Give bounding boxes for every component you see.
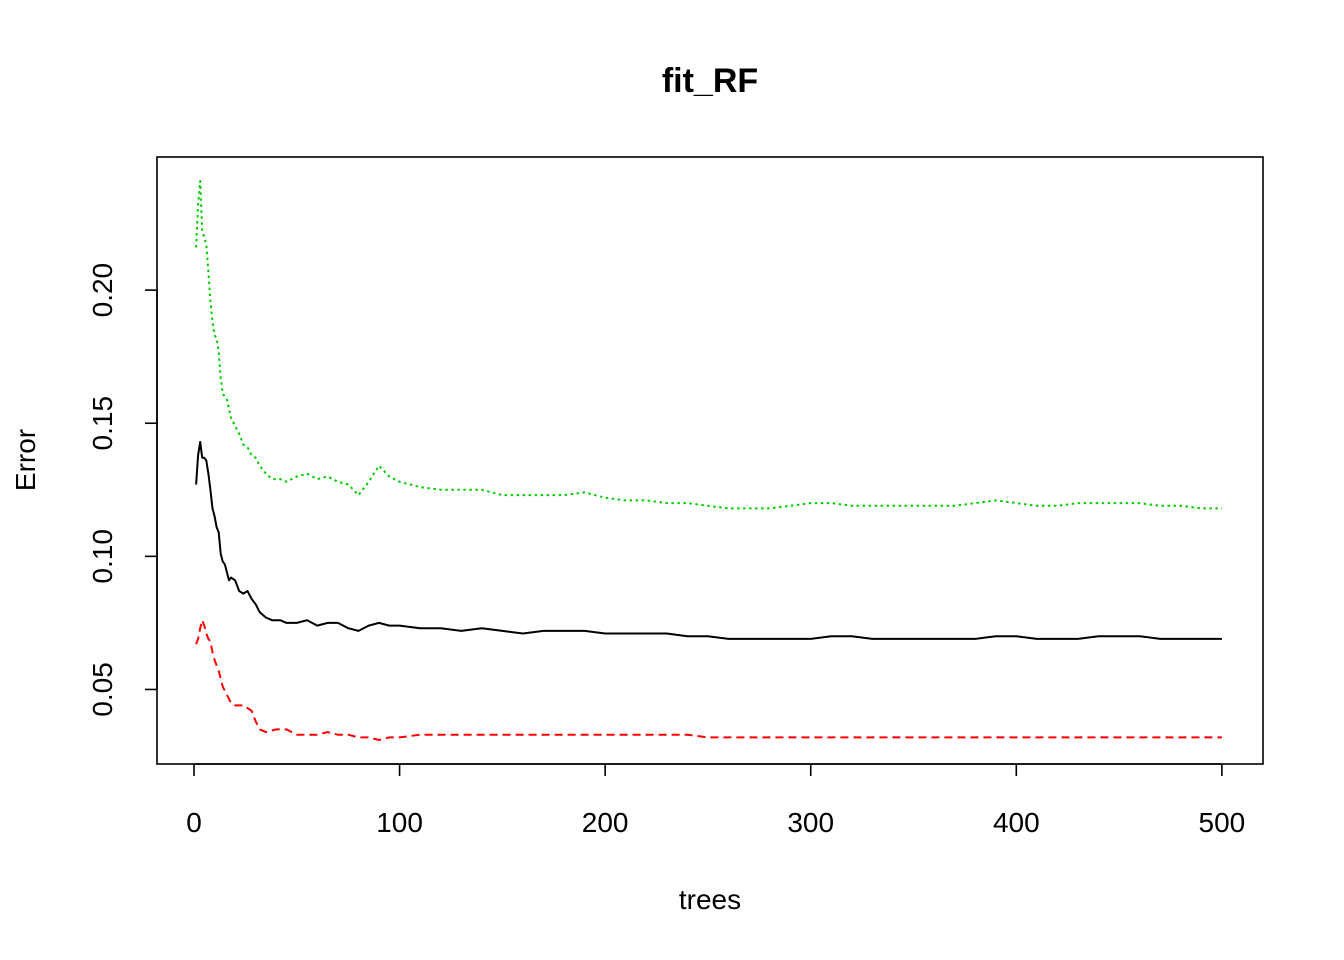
- x-tick-label: 300: [787, 807, 834, 838]
- x-axis: 0 100 200 300 400 500: [186, 763, 1246, 838]
- x-tick-label: 200: [582, 807, 629, 838]
- x-tick-label: 500: [1199, 807, 1246, 838]
- series-layer: [195, 180, 1222, 741]
- x-tick-label: 0: [186, 807, 202, 838]
- series-line-1: [195, 440, 1222, 640]
- series-line-3: [195, 180, 1222, 510]
- y-tick-label: 0.10: [87, 529, 118, 584]
- y-tick-label: 0.20: [87, 263, 118, 318]
- y-tick-label: 0.15: [87, 396, 118, 451]
- y-axis-label: Error: [10, 429, 41, 491]
- x-tick-label: 100: [376, 807, 423, 838]
- plot-frame: [156, 156, 1264, 765]
- y-axis: 0.05 0.10 0.15 0.20: [87, 263, 158, 717]
- y-tick-label: 0.05: [87, 662, 118, 717]
- chart-title: fit_RF: [662, 62, 758, 100]
- x-axis-label: trees: [679, 884, 741, 915]
- x-tick-label: 400: [993, 807, 1040, 838]
- series-line-2: [195, 619, 1222, 741]
